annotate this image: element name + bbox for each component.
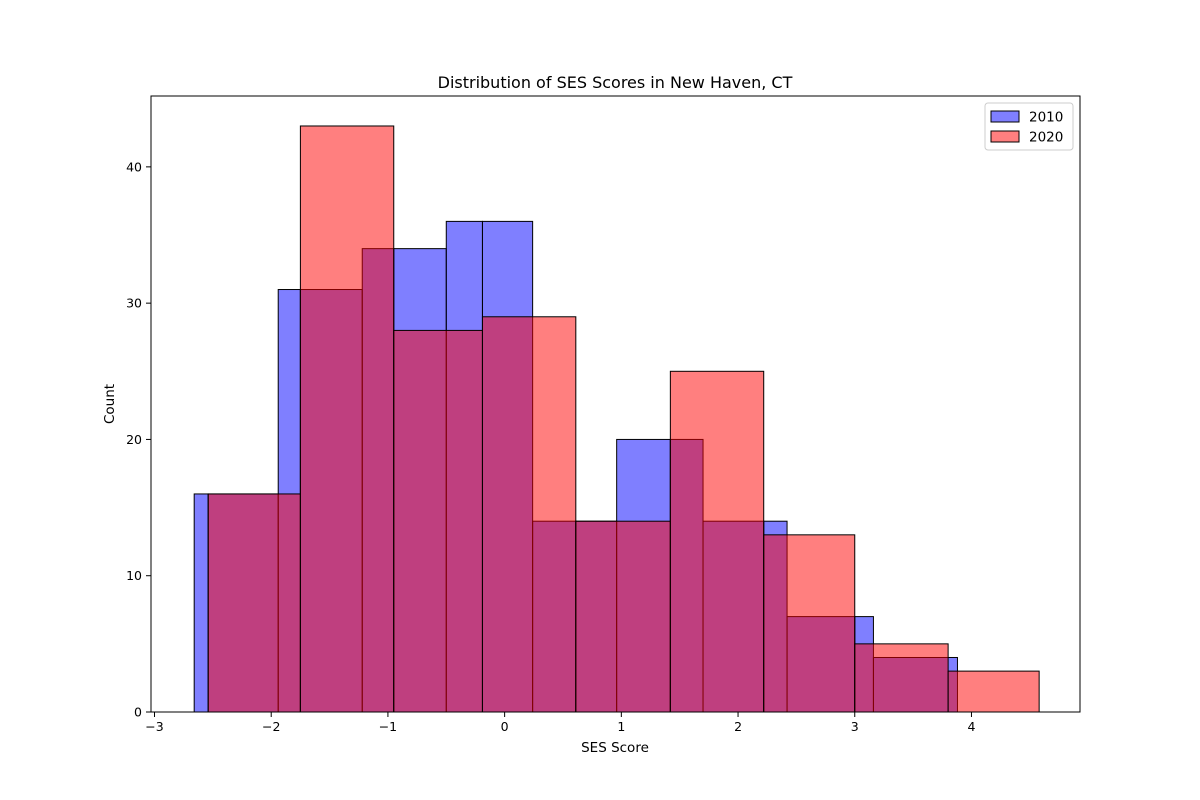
x-axis: −3 −2 −1 0 1 2 3 4 <box>145 712 975 734</box>
bar-2020-0-0 <box>207 493 301 713</box>
y-axis-label: Count <box>102 384 118 424</box>
bar-2020-1-1 <box>299 125 395 713</box>
series-2020 <box>207 125 1040 713</box>
y-tick-label: 10 <box>126 568 142 583</box>
x-tick-label: 2 <box>734 719 742 734</box>
chart-title: Distribution of SES Scores in New Haven,… <box>438 73 793 92</box>
x-tick-label: 1 <box>617 719 625 734</box>
y-axis: 0 10 20 30 40 <box>126 159 151 720</box>
y-tick-label: 0 <box>134 705 142 720</box>
y-tick-label: 20 <box>126 432 142 447</box>
bar-2020-2-2 <box>393 329 483 713</box>
bar-2010-0-0 <box>193 493 209 713</box>
bars-layer <box>193 125 1040 713</box>
y-tick-label: 40 <box>126 159 142 174</box>
bar-2020-8-8 <box>947 670 1040 713</box>
y-tick-label: 30 <box>126 296 142 311</box>
legend-label-2010: 2010 <box>1029 110 1063 126</box>
legend-label-2020: 2020 <box>1029 130 1063 146</box>
x-tick-label: 0 <box>501 719 509 734</box>
bar-2020-6-6 <box>763 534 856 713</box>
x-tick-label: 3 <box>851 719 859 734</box>
bar-2020-5-5 <box>669 370 765 713</box>
bar-2020-7-7 <box>854 643 949 713</box>
bar-2020-4-4 <box>575 520 671 713</box>
x-tick-label: −1 <box>379 719 397 734</box>
x-axis-label: SES Score <box>581 740 649 756</box>
x-tick-label: −2 <box>262 719 280 734</box>
legend: 2010 2020 <box>984 102 1074 151</box>
x-tick-label: 4 <box>967 719 975 734</box>
plot-frame <box>150 95 1081 713</box>
legend-swatch-2010 <box>990 110 1020 123</box>
legend-swatch-2020 <box>990 130 1020 143</box>
bar-2020-3-3 <box>481 316 577 713</box>
x-tick-label: −3 <box>145 719 163 734</box>
